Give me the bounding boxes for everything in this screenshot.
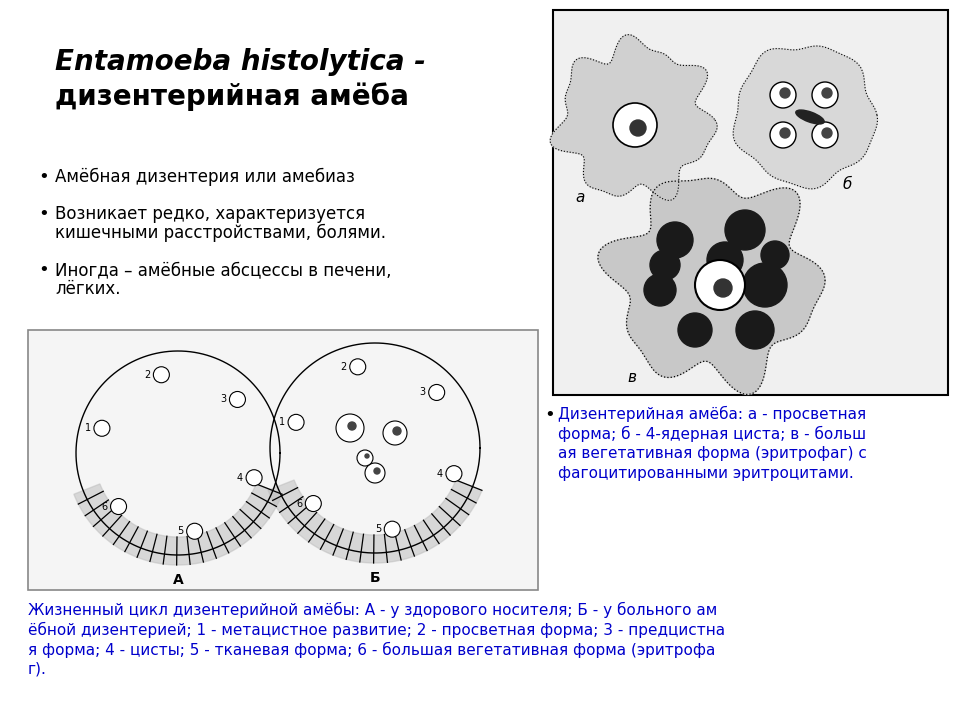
- Text: Амёбная дизентерия или амебиаз: Амёбная дизентерия или амебиаз: [55, 168, 355, 186]
- Text: дизентерийная амёба: дизентерийная амёба: [55, 82, 409, 111]
- Text: •: •: [38, 168, 49, 186]
- Circle shape: [657, 222, 693, 258]
- Text: 6: 6: [297, 498, 302, 508]
- Circle shape: [695, 260, 745, 310]
- Circle shape: [822, 88, 832, 98]
- Circle shape: [365, 463, 385, 483]
- Text: кишечными расстройствами, болями.: кишечными расстройствами, болями.: [55, 224, 386, 242]
- Bar: [28, 330, 538, 590]
- Text: ая вегетативная форма (эритрофаг) с: ая вегетативная форма (эритрофаг) с: [558, 446, 867, 461]
- Text: Entamoeba histolytica -: Entamoeba histolytica -: [55, 48, 425, 76]
- Text: фагоцитированными эритроцитами.: фагоцитированными эритроцитами.: [558, 466, 853, 481]
- Circle shape: [707, 242, 743, 278]
- Text: •: •: [38, 261, 49, 279]
- Bar: [553, 10, 948, 395]
- Text: я форма; 4 - цисты; 5 - тканевая форма; 6 - большая вегетативная форма (эритрофа: я форма; 4 - цисты; 5 - тканевая форма; …: [28, 642, 715, 658]
- Text: б: б: [843, 177, 852, 192]
- Circle shape: [613, 103, 657, 147]
- Text: Дизентерийная амёба: а - просветная: Дизентерийная амёба: а - просветная: [558, 406, 866, 422]
- Circle shape: [384, 521, 400, 537]
- Circle shape: [678, 313, 712, 347]
- Circle shape: [365, 454, 369, 458]
- Circle shape: [743, 263, 787, 307]
- Circle shape: [446, 466, 462, 482]
- Circle shape: [154, 366, 169, 383]
- Circle shape: [780, 88, 790, 98]
- Circle shape: [812, 122, 838, 148]
- Text: 2: 2: [144, 370, 151, 379]
- Text: 1: 1: [279, 418, 285, 428]
- Circle shape: [336, 414, 364, 442]
- Text: 5: 5: [178, 526, 183, 536]
- Text: 4: 4: [437, 469, 443, 479]
- Text: 3: 3: [420, 387, 425, 397]
- Circle shape: [110, 498, 127, 515]
- Circle shape: [630, 120, 646, 136]
- Circle shape: [736, 311, 774, 349]
- Text: А: А: [173, 573, 183, 587]
- Ellipse shape: [796, 110, 825, 124]
- Text: Возникает редко, характеризуется: Возникает редко, характеризуется: [55, 205, 365, 223]
- Circle shape: [650, 250, 680, 280]
- Circle shape: [812, 82, 838, 108]
- Circle shape: [305, 495, 322, 511]
- Circle shape: [186, 523, 203, 539]
- Circle shape: [644, 274, 676, 306]
- Text: •: •: [544, 406, 555, 424]
- Polygon shape: [74, 484, 282, 565]
- Circle shape: [246, 469, 262, 486]
- Polygon shape: [550, 35, 717, 200]
- Circle shape: [770, 122, 796, 148]
- Circle shape: [770, 82, 796, 108]
- Text: 4: 4: [237, 473, 243, 482]
- Text: 5: 5: [375, 524, 381, 534]
- Text: •: •: [38, 205, 49, 223]
- Circle shape: [229, 392, 246, 408]
- Circle shape: [348, 422, 356, 430]
- Circle shape: [349, 359, 366, 375]
- Circle shape: [94, 420, 109, 436]
- Circle shape: [357, 450, 373, 466]
- Text: Иногда – амёбные абсцессы в печени,: Иногда – амёбные абсцессы в печени,: [55, 261, 392, 279]
- Text: форма; б - 4-ядерная циста; в - больш: форма; б - 4-ядерная циста; в - больш: [558, 426, 866, 442]
- Polygon shape: [268, 480, 482, 563]
- Circle shape: [714, 279, 732, 297]
- Text: лёгких.: лёгких.: [55, 280, 121, 298]
- Text: ёбной дизентерией; 1 - метацистное развитие; 2 - просветная форма; 3 - предцистн: ёбной дизентерией; 1 - метацистное разви…: [28, 622, 725, 638]
- Circle shape: [374, 468, 380, 474]
- Text: Жизненный цикл дизентерийной амёбы: А - у здорового носителя; Б - у больного ам: Жизненный цикл дизентерийной амёбы: А - …: [28, 602, 717, 618]
- Text: г).: г).: [28, 662, 47, 677]
- Text: 1: 1: [84, 423, 91, 433]
- Circle shape: [725, 210, 765, 250]
- Text: 3: 3: [221, 395, 227, 405]
- Text: 6: 6: [102, 502, 108, 511]
- Text: а: а: [575, 190, 585, 205]
- Circle shape: [822, 128, 832, 138]
- Circle shape: [780, 128, 790, 138]
- Circle shape: [429, 384, 444, 400]
- Text: 2: 2: [341, 362, 347, 372]
- Circle shape: [288, 414, 304, 431]
- Circle shape: [761, 241, 789, 269]
- Text: Б: Б: [370, 571, 380, 585]
- Polygon shape: [598, 179, 825, 395]
- Circle shape: [393, 427, 401, 435]
- Polygon shape: [733, 46, 877, 189]
- Circle shape: [383, 421, 407, 445]
- Text: в: в: [627, 370, 636, 385]
